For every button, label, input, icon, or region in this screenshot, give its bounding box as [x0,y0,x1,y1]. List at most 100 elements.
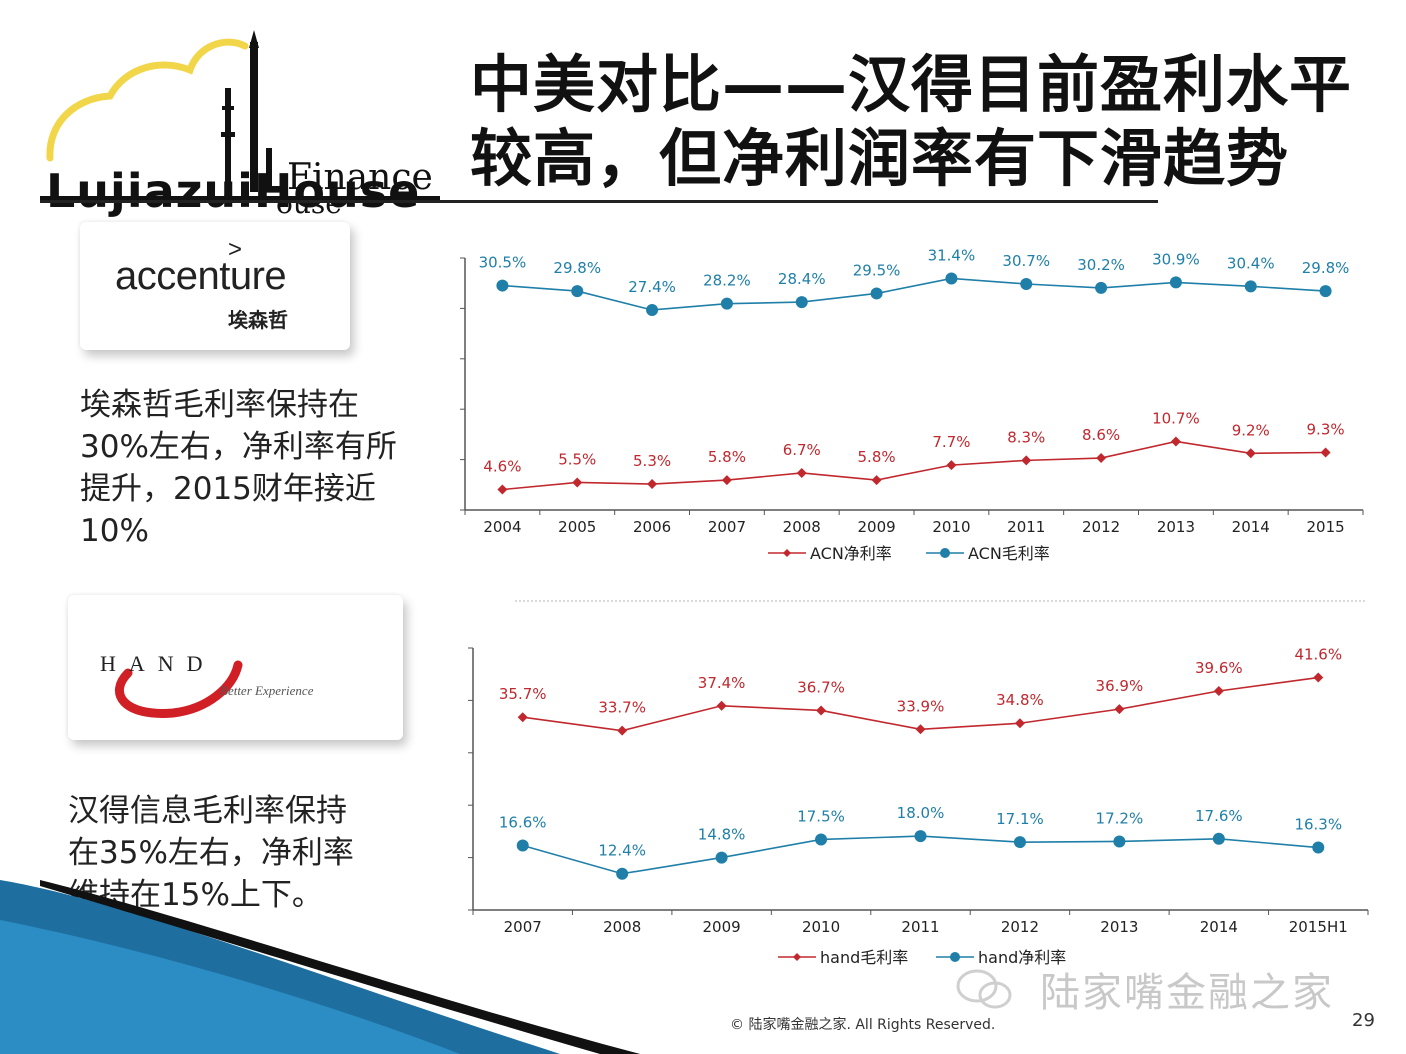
acn-data-point [1244,280,1257,293]
acn-data-point [1095,281,1108,294]
hand-name: HAND [100,651,216,676]
acn-data-point [646,303,659,316]
hand-data-label: 14.8% [698,826,746,844]
hand-legend-label: hand毛利率 [820,948,908,967]
hand-desc-line: 在35%左右，净利率 [68,835,354,871]
hand-data-label: 12.4% [598,842,646,860]
hand-data-label: 17.5% [797,807,845,825]
acn-data-point [1020,277,1033,290]
acn-x-tick-label: 2008 [783,518,821,536]
hand-data-label: 35.7% [499,685,547,703]
acn-data-point [1096,453,1107,464]
acn-x-tick-label: 2009 [857,518,895,536]
accenture-desc-line: 提升，2015财年接近 [80,471,376,507]
acn-x-tick-label: 2013 [1157,518,1195,536]
acn-data-point [647,479,658,490]
accenture-logo-card: > accenture 埃森哲 [80,222,350,350]
hand-data-label: 41.6% [1294,646,1342,664]
acn-data-label: 29.8% [1302,259,1350,277]
acn-data-label: 30.2% [1077,256,1125,274]
watermark: 陆家嘴金融之家 [1040,970,1334,1016]
acn-series-line-1 [502,277,1326,311]
title-rule [40,200,1158,203]
hand-legend-marker [950,952,960,962]
hand-data-point [815,833,828,846]
logo-house: ouse [276,187,342,220]
accenture-chinese-name: 埃森哲 [228,308,288,332]
acn-data-point [870,287,883,300]
acn-data-label: 7.7% [932,433,970,451]
hand-legend-marker [793,953,801,961]
wechat-icon [956,969,1012,1009]
hand-data-label: 17.1% [996,810,1044,828]
acn-data-label: 30.4% [1227,254,1275,272]
hand-data-point [517,712,528,723]
hand-data-label: 36.9% [1096,677,1144,695]
acn-x-tick-label: 2005 [558,518,596,536]
hand-data-point [1212,832,1225,845]
acn-x-tick-label: 2012 [1082,518,1120,536]
acn-data-point [946,460,957,471]
acn-data-point [1245,448,1256,459]
hand-data-label: 39.6% [1195,659,1243,677]
acn-data-label: 4.6% [483,458,521,476]
acn-x-tick-label: 2004 [483,518,521,536]
hand-x-tick-label: 2011 [901,918,939,936]
acn-data-point [497,484,508,495]
page-title: 中美对比——汉得目前盈利水平 较高，但净利润率有下滑趋势 [470,48,1390,196]
logo-finance: Finance [287,157,433,198]
acn-x-tick-label: 2015 [1306,518,1344,536]
acn-data-point [721,475,732,486]
hand-x-tick-label: 2010 [802,918,840,936]
acn-data-point [720,297,733,310]
hand-data-label: 34.8% [996,691,1044,709]
acn-data-point [945,272,958,285]
acn-data-label: 29.5% [853,261,901,279]
hand-data-point [1213,685,1224,696]
hand-x-tick-label: 2013 [1100,918,1138,936]
acn-x-tick-label: 2011 [1007,518,1045,536]
acn-data-point [1021,455,1032,466]
acn-data-label: 30.7% [1002,252,1050,270]
title-line-1: 中美对比——汉得目前盈利水平 [470,48,1353,121]
hand-data-label: 17.6% [1195,807,1243,825]
hand-data-point [1114,704,1125,715]
hand-data-point [1113,835,1126,848]
accenture-description: 埃森哲毛利率保持在 30%左右，净利率有所 提升，2015财年接近 10% [80,384,440,552]
acn-data-label: 9.2% [1232,421,1270,439]
hand-data-label: 33.9% [897,697,945,715]
hand-data-label: 37.4% [698,674,746,692]
acn-data-point [1170,436,1181,447]
acn-data-point [1320,447,1331,458]
skyline-icon [40,30,440,201]
acn-data-label: 5.3% [633,452,671,470]
acn-legend-label: ACN净利率 [810,544,892,563]
acn-legend-marker [940,548,950,558]
hand-data-point [1312,841,1325,854]
hand-legend-label: hand净利率 [978,948,1066,967]
hand-x-tick-label: 2012 [1001,918,1039,936]
hand-data-point [715,851,728,864]
page-number: 29 [1352,1010,1375,1031]
accenture-name: accenture [115,254,287,298]
acn-data-label: 9.3% [1307,421,1345,439]
acn-data-label: 28.2% [703,272,751,290]
hand-logo-card: HAND Better Experience [68,595,403,740]
acn-data-label: 31.4% [928,246,976,264]
acn-data-label: 5.8% [858,448,896,466]
hand-data-label: 18.0% [897,804,945,822]
acn-data-point [796,467,807,478]
acn-data-point [572,477,583,488]
acn-data-label: 28.4% [778,270,826,288]
hand-x-tick-label: 2014 [1200,918,1238,936]
acn-series-line-0 [502,440,1326,491]
accenture-desc-line: 10% [80,513,149,549]
acn-x-tick-label: 2014 [1232,518,1270,536]
chart-divider [515,600,1365,602]
acn-data-label: 8.3% [1007,428,1045,446]
accenture-desc-line: 30%左右，净利率有所 [80,429,397,465]
acn-data-label: 10.7% [1152,409,1200,427]
acn-x-tick-label: 2007 [708,518,746,536]
acn-data-label: 29.8% [553,259,601,277]
